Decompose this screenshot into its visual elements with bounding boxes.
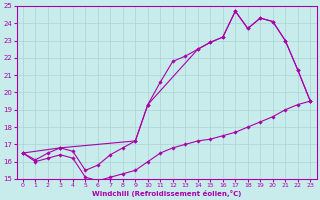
X-axis label: Windchill (Refroidissement éolien,°C): Windchill (Refroidissement éolien,°C) [92,190,241,197]
